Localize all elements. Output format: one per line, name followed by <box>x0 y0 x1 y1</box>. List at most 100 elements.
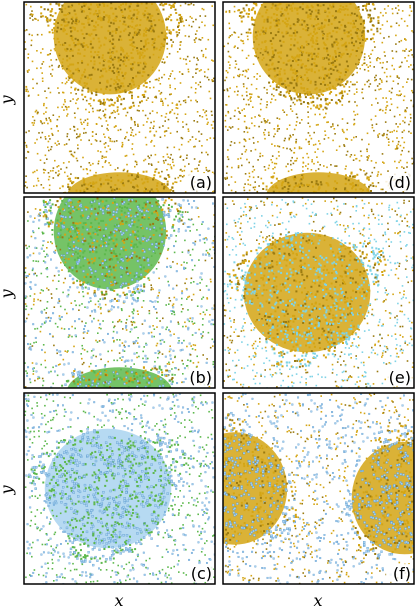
particle <box>146 18 149 21</box>
particle <box>96 341 99 343</box>
particle <box>86 46 89 49</box>
particle <box>182 524 184 526</box>
particle <box>164 574 167 577</box>
particle <box>67 350 69 352</box>
particle <box>116 582 119 584</box>
particle <box>121 417 123 420</box>
particle <box>30 44 33 47</box>
particle <box>49 410 52 413</box>
particle <box>78 291 80 294</box>
particle <box>123 425 126 428</box>
particle <box>207 436 209 439</box>
particle <box>186 154 188 157</box>
particle <box>115 228 118 232</box>
particle <box>69 186 72 189</box>
particle <box>61 18 64 21</box>
particle <box>63 221 66 224</box>
particle <box>53 464 56 467</box>
particle <box>177 496 179 498</box>
particle <box>168 29 171 32</box>
particle <box>152 127 155 129</box>
particle <box>90 90 93 93</box>
particle <box>198 234 201 237</box>
particle <box>83 48 86 51</box>
particle <box>93 415 95 418</box>
particle <box>97 319 100 322</box>
particle <box>196 101 198 103</box>
particle <box>153 120 155 123</box>
particle <box>66 442 69 445</box>
particle <box>198 534 201 536</box>
particle <box>59 236 62 239</box>
particle <box>89 576 92 579</box>
particle <box>55 224 58 227</box>
particle <box>204 485 207 488</box>
particle <box>185 278 188 280</box>
particle <box>63 415 66 417</box>
particle <box>138 256 141 259</box>
particle <box>85 32 88 35</box>
particle <box>170 198 173 201</box>
particle <box>67 289 70 292</box>
particle <box>85 44 88 47</box>
particle <box>64 48 66 51</box>
particle <box>136 259 140 263</box>
particle <box>178 340 180 342</box>
particle <box>45 484 49 487</box>
particle <box>158 291 160 294</box>
particle <box>30 287 33 290</box>
particle <box>179 490 181 492</box>
particle <box>77 52 79 55</box>
particle <box>154 377 157 380</box>
particle <box>67 229 70 232</box>
particle <box>41 131 44 134</box>
particle <box>54 43 57 46</box>
particle <box>94 303 97 306</box>
particle <box>82 295 85 298</box>
particle <box>98 202 101 205</box>
particle <box>155 526 159 530</box>
particle <box>115 90 118 93</box>
particle <box>156 78 158 81</box>
particle <box>60 440 63 444</box>
particle <box>42 211 45 214</box>
particle <box>115 377 118 380</box>
particle <box>207 331 210 334</box>
particle <box>115 551 118 554</box>
particle <box>44 138 47 140</box>
particle <box>44 90 46 92</box>
particle <box>32 231 35 234</box>
particle <box>212 246 215 248</box>
particle <box>74 222 77 225</box>
particle <box>70 456 73 459</box>
particle <box>165 186 168 189</box>
particle <box>142 12 145 15</box>
particle <box>123 378 125 381</box>
particle <box>107 60 110 63</box>
particle <box>122 249 125 252</box>
particle <box>88 17 91 20</box>
particle <box>143 431 146 433</box>
particle <box>210 461 213 464</box>
particle <box>27 476 30 478</box>
particle <box>179 206 182 209</box>
particle <box>88 266 91 269</box>
particle <box>119 59 122 61</box>
particle <box>40 553 43 556</box>
particle <box>50 148 52 151</box>
particle <box>89 384 92 387</box>
particle <box>99 117 102 120</box>
particle <box>192 362 195 364</box>
particle <box>75 227 78 230</box>
particle <box>110 233 113 236</box>
particle <box>117 73 120 76</box>
particle <box>148 426 151 429</box>
particle <box>144 369 147 372</box>
particle <box>153 48 156 51</box>
particle <box>156 182 159 185</box>
particle <box>159 83 162 85</box>
particle <box>119 56 122 59</box>
particle <box>127 283 130 286</box>
particle <box>154 459 157 462</box>
particle <box>133 418 136 421</box>
